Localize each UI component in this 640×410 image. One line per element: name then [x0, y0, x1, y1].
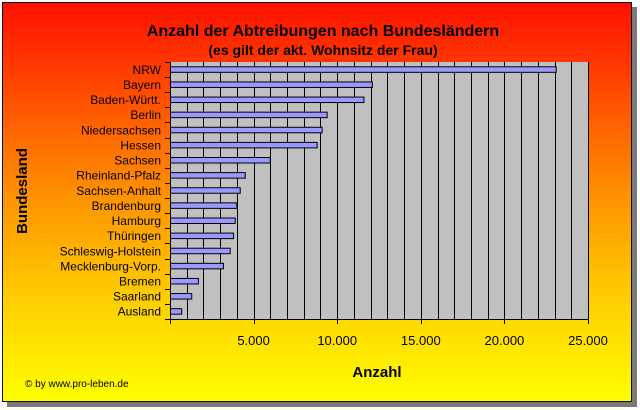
category-label: NRW — [133, 63, 162, 77]
x-tick-label: 25.000 — [568, 333, 608, 348]
bar-brandenburg — [170, 202, 238, 209]
x-axis-title: Anzahl — [352, 364, 401, 381]
bar-hessen — [170, 141, 318, 149]
chart-frame: Anzahl der Abtreibungen nach Bundeslände… — [2, 2, 632, 402]
bar-sachsen — [170, 157, 271, 164]
category-label: Schleswig-Holstein — [60, 244, 161, 258]
bar-nrw — [170, 66, 557, 73]
bar-rheinland-pfalz — [170, 172, 246, 179]
category-label: Baden-Württ. — [90, 93, 161, 107]
x-tick-label: 20.000 — [485, 333, 525, 348]
category-axis-labels: NRWBayernBaden-Württ.BerlinNiedersachsen… — [60, 63, 162, 319]
bar-th-ringen — [170, 232, 235, 240]
plot-area — [165, 62, 589, 324]
bar-mecklenburg-vorp- — [170, 262, 224, 270]
category-label: Ausland — [118, 305, 161, 319]
bar-sachsen-anhalt — [170, 187, 241, 194]
category-label: Sachsen-Anhalt — [76, 184, 161, 198]
bar-ausland — [170, 308, 183, 315]
bar-bayern — [170, 81, 373, 88]
bar-niedersachsen — [170, 126, 323, 134]
chart-subtitle: (es gilt der akt. Wohnsitz der Frau) — [208, 42, 437, 58]
x-tick-label: 15.000 — [401, 333, 441, 348]
bar-baden-w-rtt- — [170, 96, 365, 104]
credit-text: © by www.pro-leben.de — [25, 379, 129, 390]
chart-title: Anzahl der Abtreibungen nach Bundeslände… — [147, 23, 499, 40]
category-label: Mecklenburg-Vorp. — [60, 259, 161, 273]
category-label: Sachsen — [114, 154, 161, 168]
x-tick-label: 5.000 — [237, 333, 270, 348]
category-label: Hessen — [120, 138, 161, 152]
category-label: Thüringen — [107, 229, 161, 243]
bar-bremen — [170, 277, 199, 285]
bar-saarland — [170, 293, 193, 300]
category-label: Bayern — [123, 78, 161, 92]
category-label: Brandenburg — [92, 199, 161, 213]
category-label: Bremen — [119, 275, 161, 289]
bar-schleswig-holstein — [170, 247, 231, 255]
bar-berlin — [170, 111, 328, 119]
category-label: Hamburg — [112, 214, 161, 228]
category-label: Rheinland-Pfalz — [76, 169, 161, 183]
category-label: Berlin — [130, 108, 161, 122]
category-label: Niedersachsen — [81, 123, 161, 137]
y-axis-title: Bundesland — [14, 148, 31, 234]
category-label: Saarland — [113, 290, 161, 304]
bar-hamburg — [170, 217, 236, 224]
value-axis-labels: 5.000 10.000 15.000 20.000 25.000 — [237, 333, 608, 348]
chart: Anzahl der Abtreibungen nach Bundeslände… — [14, 23, 608, 390]
x-tick-label: 10.000 — [317, 333, 357, 348]
